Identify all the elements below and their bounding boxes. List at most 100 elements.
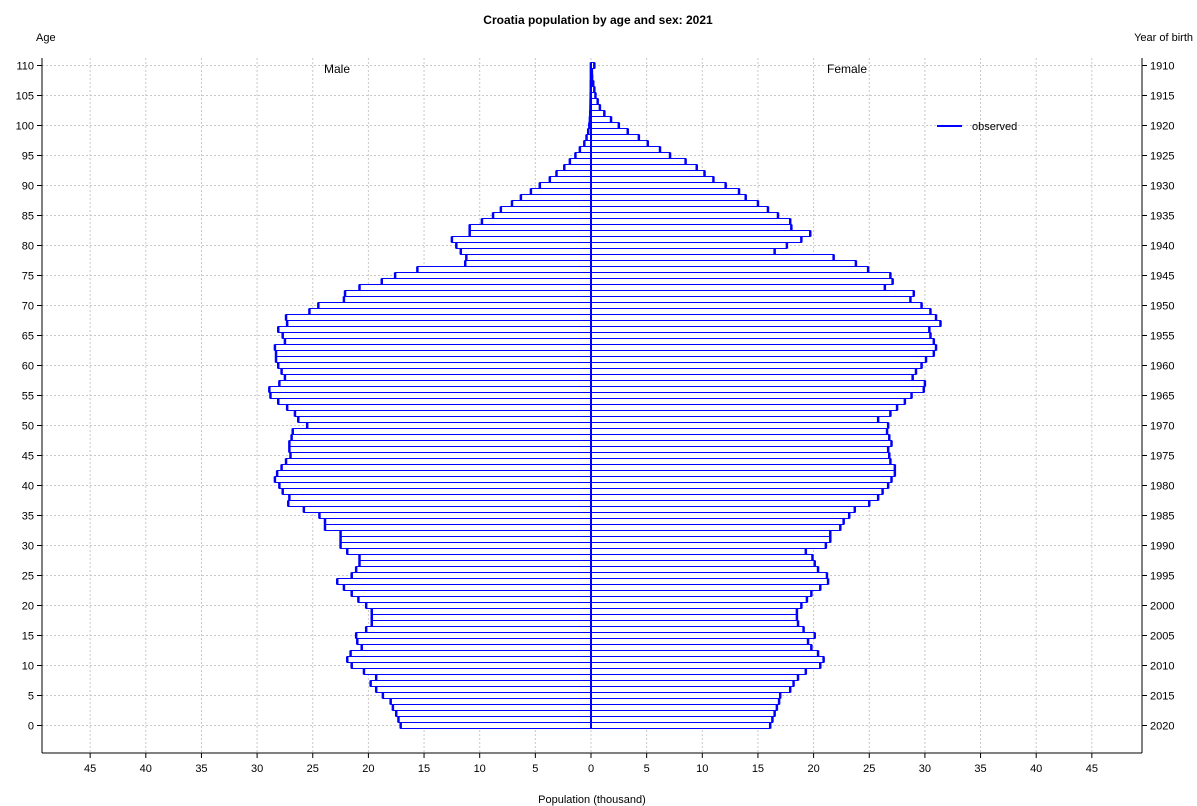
x-tick-label: 10 bbox=[696, 763, 708, 775]
bar-male bbox=[464, 260, 592, 267]
bar-male bbox=[285, 458, 592, 465]
bar-female bbox=[590, 518, 845, 525]
bar-female bbox=[590, 434, 890, 441]
bar-male bbox=[286, 320, 592, 327]
bar-male bbox=[455, 242, 592, 249]
bar-female bbox=[590, 260, 857, 267]
year-tick-label: 1920 bbox=[1150, 121, 1174, 133]
bar-female bbox=[590, 356, 927, 363]
bar-male bbox=[549, 176, 592, 183]
age-tick-label: 95 bbox=[22, 151, 34, 163]
bar-male bbox=[555, 170, 592, 177]
bar-female bbox=[590, 524, 841, 531]
bar-male bbox=[500, 206, 592, 213]
year-tick-label: 1915 bbox=[1150, 91, 1174, 103]
bar-male bbox=[289, 452, 592, 459]
bar-male bbox=[277, 326, 592, 333]
bar-female bbox=[590, 482, 889, 489]
bar-female bbox=[590, 710, 776, 717]
bar-male bbox=[268, 386, 592, 393]
bar-female bbox=[590, 200, 759, 207]
bar-male bbox=[344, 290, 592, 297]
year-tick-label: 1985 bbox=[1150, 511, 1174, 523]
bar-female bbox=[590, 530, 831, 537]
male-side-label: Male bbox=[324, 62, 350, 76]
year-tick-label: 1955 bbox=[1150, 331, 1174, 343]
bar-female bbox=[590, 410, 891, 417]
bar-female bbox=[590, 206, 769, 213]
bar-male bbox=[356, 638, 592, 645]
bar-male bbox=[392, 704, 592, 711]
bar-male bbox=[469, 224, 592, 231]
bar-female bbox=[590, 626, 805, 633]
year-tick-label: 1950 bbox=[1150, 301, 1174, 313]
bar-female bbox=[590, 584, 821, 591]
bar-female bbox=[590, 302, 923, 309]
bar-female bbox=[590, 146, 661, 153]
bar-female bbox=[590, 242, 788, 249]
bar-female bbox=[590, 182, 727, 189]
x-tick-label: 40 bbox=[140, 763, 152, 775]
bar-female bbox=[590, 338, 935, 345]
bar-female bbox=[590, 632, 816, 639]
bar-female bbox=[590, 248, 776, 255]
age-tick-label: 20 bbox=[22, 601, 34, 613]
bar-male bbox=[340, 536, 592, 543]
bar-male bbox=[382, 692, 592, 699]
bar-female bbox=[590, 650, 819, 657]
bar-male bbox=[394, 272, 592, 279]
bar-male bbox=[371, 620, 592, 627]
bar-male bbox=[390, 698, 592, 705]
x-tick-label: 45 bbox=[84, 763, 96, 775]
bar-female bbox=[590, 158, 687, 165]
age-tick-label: 0 bbox=[28, 721, 34, 733]
bar-female bbox=[590, 152, 671, 159]
bar-male bbox=[317, 302, 592, 309]
bar-female bbox=[590, 602, 802, 609]
bar-female bbox=[590, 668, 807, 675]
bar-female bbox=[590, 368, 917, 375]
year-tick-label: 1945 bbox=[1150, 271, 1174, 283]
x-tick-label: 40 bbox=[1030, 763, 1042, 775]
bar-female bbox=[590, 662, 821, 669]
bar-female bbox=[590, 476, 893, 483]
x-tick-label: 15 bbox=[752, 763, 764, 775]
bar-female bbox=[590, 326, 930, 333]
bar-male bbox=[371, 614, 592, 621]
ticks: 45 40 35 30 25 20 15 10 5 0 5 10 15 20 25 30 35 40 4505101… bbox=[16, 61, 1175, 776]
bar-female bbox=[590, 680, 795, 687]
bar-male bbox=[358, 554, 592, 561]
bar-female bbox=[590, 644, 812, 651]
bar-female bbox=[590, 110, 605, 117]
bar-male bbox=[318, 512, 592, 519]
bar-male bbox=[416, 266, 592, 273]
bar-female bbox=[590, 692, 781, 699]
year-tick-label: 1980 bbox=[1150, 481, 1174, 493]
bar-male bbox=[361, 644, 592, 651]
bar-male bbox=[400, 722, 592, 729]
year-tick-label: 2000 bbox=[1150, 601, 1174, 613]
bar-male bbox=[451, 236, 592, 243]
year-tick-label: 1990 bbox=[1150, 541, 1174, 553]
chart-title: Croatia population by age and sex: 2021 bbox=[483, 13, 713, 27]
bar-female bbox=[590, 272, 891, 279]
bar-female bbox=[590, 698, 780, 705]
x-tick-label: 20 bbox=[807, 763, 819, 775]
bar-male bbox=[284, 374, 592, 381]
age-tick-label: 5 bbox=[28, 691, 34, 703]
bar-female bbox=[590, 470, 896, 477]
bar-male bbox=[343, 584, 592, 591]
female-side-label: Female bbox=[827, 62, 867, 76]
bar-female bbox=[590, 716, 773, 723]
bar-female bbox=[590, 236, 802, 243]
bar-female bbox=[590, 170, 706, 177]
bar-female bbox=[590, 134, 640, 141]
bar-male bbox=[291, 434, 592, 441]
bar-male bbox=[375, 674, 592, 681]
age-tick-label: 55 bbox=[22, 391, 34, 403]
bar-male bbox=[358, 560, 592, 567]
bar-male bbox=[277, 362, 592, 369]
bar-male bbox=[340, 530, 592, 537]
age-tick-label: 35 bbox=[22, 511, 34, 523]
bar-female bbox=[590, 128, 629, 135]
